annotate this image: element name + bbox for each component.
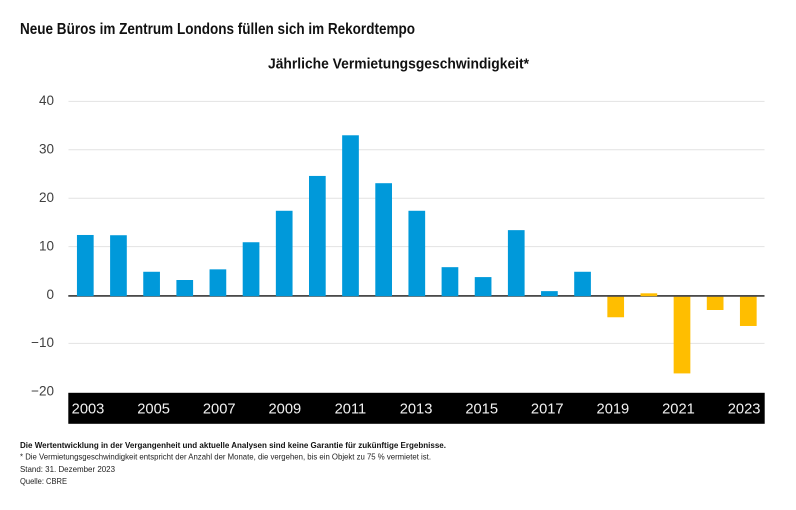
svg-text:2021: 2021 [662,402,695,418]
svg-text:2003: 2003 [72,402,105,418]
svg-text:Quelle: CBRE: Quelle: CBRE [20,476,67,486]
svg-text:10: 10 [39,238,54,253]
svg-text:Jährliche Vermietungsgeschwind: Jährliche Vermietungsgeschwindigkeit* [268,56,529,73]
svg-text:−10: −10 [31,335,54,350]
svg-text:2007: 2007 [203,402,236,418]
svg-text:0: 0 [46,287,54,302]
svg-text:Neue Büros im Zentrum Londons: Neue Büros im Zentrum Londons füllen sic… [20,21,415,38]
svg-text:2023: 2023 [728,402,761,418]
svg-text:2009: 2009 [268,402,301,418]
svg-text:* Die Vermietungsgeschwindigke: * Die Vermietungsgeschwindigkeit entspri… [20,451,431,461]
svg-text:2011: 2011 [335,402,367,418]
svg-text:Die Wertentwicklung in der Ver: Die Wertentwicklung in der Vergangenheit… [20,440,446,450]
svg-text:2019: 2019 [597,402,630,418]
svg-text:−20: −20 [31,384,54,399]
svg-text:2015: 2015 [465,402,498,418]
svg-text:40: 40 [39,93,54,108]
svg-text:2013: 2013 [400,402,433,418]
svg-text:2005: 2005 [137,402,170,418]
svg-text:Stand: 31. Dezember 2023: Stand: 31. Dezember 2023 [20,464,115,474]
svg-text:20: 20 [39,190,54,205]
svg-text:30: 30 [39,142,54,157]
svg-text:2017: 2017 [531,402,564,418]
